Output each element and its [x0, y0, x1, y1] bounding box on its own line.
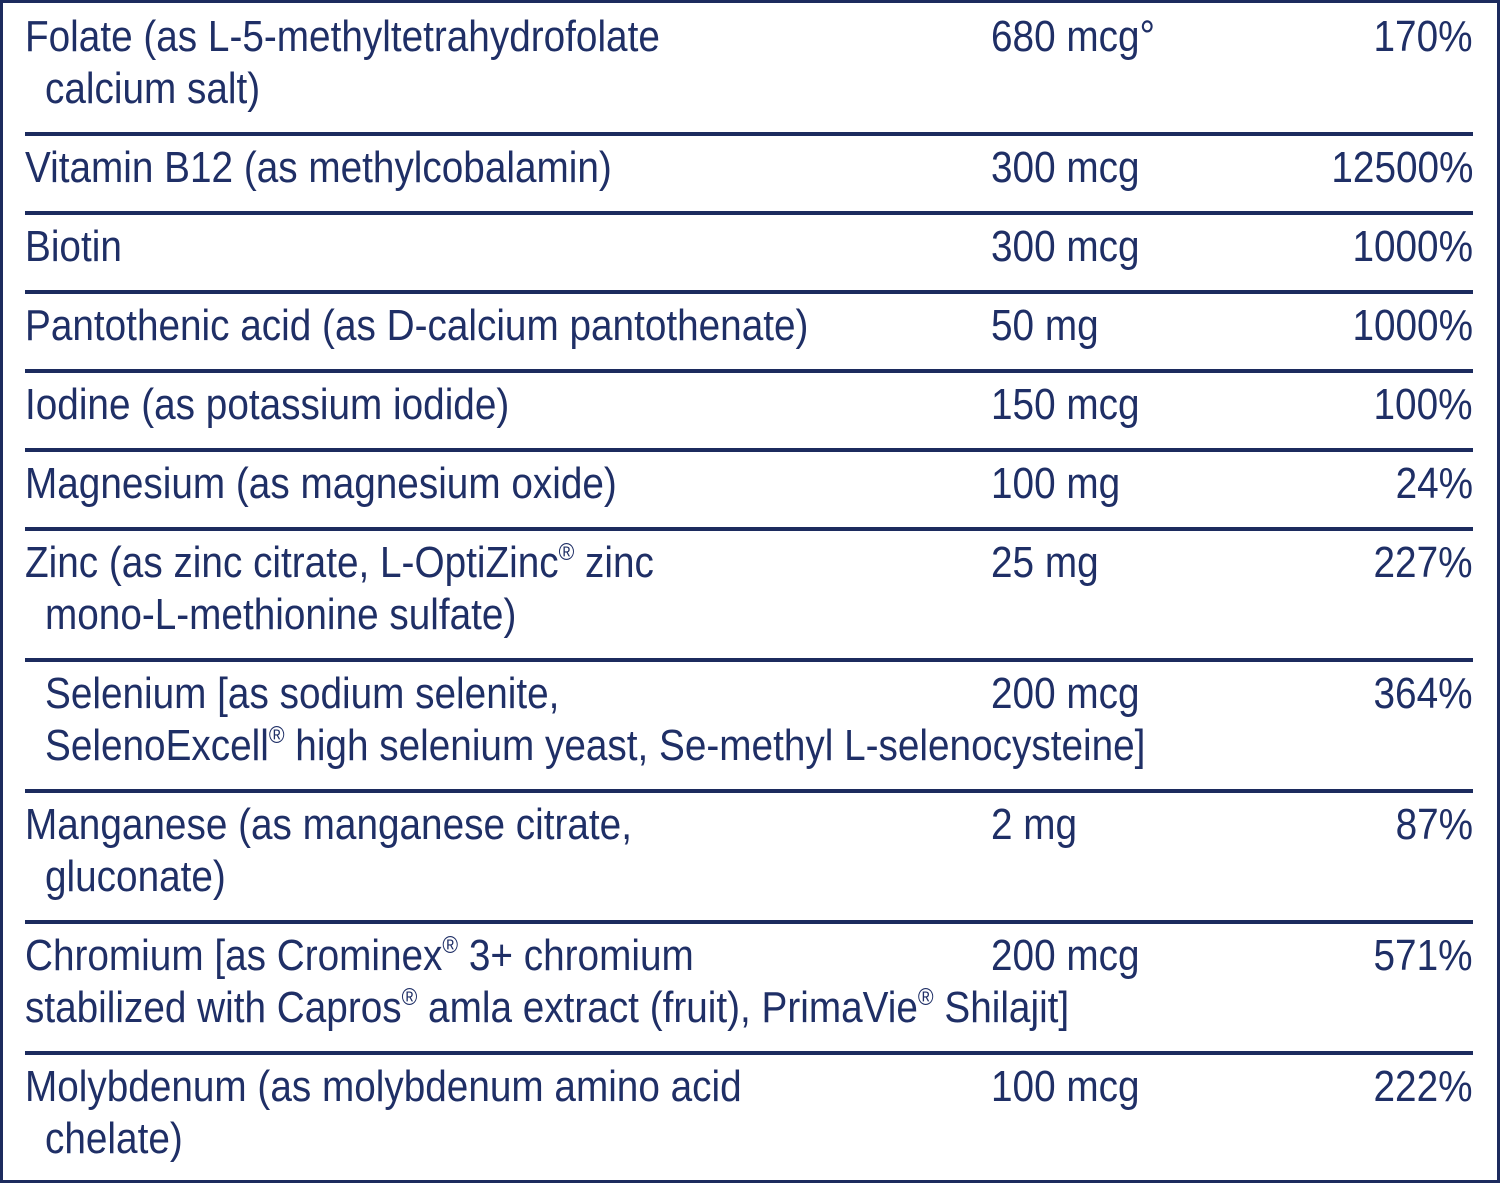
ingredient-name: chelate)	[45, 1114, 183, 1163]
daily-value: 170%	[1373, 12, 1473, 61]
table-row: Folate (as L-5-methyltetrahydrofolate cal…	[25, 3, 1473, 134]
daily-value: 364%	[1373, 669, 1473, 718]
amount: 50 mg	[991, 301, 1099, 350]
table-row: Biotin 300 mcg 1000%	[25, 213, 1473, 292]
amount: 300 mcg	[991, 143, 1140, 192]
daily-value: 1000%	[1352, 222, 1473, 271]
amount: 100 mg	[991, 459, 1121, 508]
ingredient-name: SelenoExcell® high selenium yeast, Se-me…	[45, 721, 1146, 770]
row-separator	[25, 920, 1473, 924]
ingredient-name: Biotin	[25, 222, 122, 271]
daily-value: 87%	[1395, 800, 1473, 849]
row-separator	[25, 369, 1473, 373]
ingredient-name: Magnesium (as magnesium oxide)	[25, 459, 617, 508]
ingredient-name: Iodine (as potassium iodide)	[25, 380, 510, 429]
ingredient-name: Chromium [as Crominex® 3+ chromium	[25, 931, 694, 980]
table-row: Manganese (as manganese citrate, gluconat…	[25, 791, 1473, 922]
ingredient-name: Selenium [as sodium selenite,	[45, 669, 560, 718]
ingredient-name: stabilized with Capros® amla extract (fr…	[25, 983, 1070, 1032]
daily-value: 24%	[1395, 459, 1473, 508]
ingredient-name: Vitamin B12 (as methylcobalamin)	[25, 143, 612, 192]
ingredient-name: Manganese (as manganese citrate,	[25, 800, 632, 849]
row-separator	[25, 789, 1473, 793]
table-row: Chromium [as Crominex® 3+ chromium stabil…	[25, 922, 1473, 1053]
table-row: Pantothenic acid (as D-calcium pantothen…	[25, 292, 1473, 371]
ingredient-name: mono-L-methionine sulfate)	[45, 590, 517, 639]
table-row: Selenium [as sodium selenite, SelenoExcel…	[25, 660, 1473, 791]
row-separator	[25, 1051, 1473, 1055]
row-separator	[25, 290, 1473, 294]
daily-value: 571%	[1373, 931, 1473, 980]
amount: 150 mcg	[991, 380, 1140, 429]
table-row: Iodine (as potassium iodide) 150 mcg 100%	[25, 371, 1473, 450]
daily-value: 222%	[1373, 1062, 1473, 1111]
amount: 100 mcg	[991, 1062, 1140, 1111]
table-row: Zinc (as zinc citrate, L-OptiZinc® zinc m…	[25, 529, 1473, 660]
table-row: Magnesium (as magnesium oxide) 100 mg 24%	[25, 450, 1473, 529]
amount: 680 mcg°	[991, 12, 1155, 61]
row-separator	[25, 527, 1473, 531]
amount: 200 mcg	[991, 931, 1140, 980]
row-separator	[25, 448, 1473, 452]
ingredient-name: gluconate)	[45, 852, 226, 901]
amount: 300 mcg	[991, 222, 1140, 271]
ingredient-name: Zinc (as zinc citrate, L-OptiZinc® zinc	[25, 538, 654, 587]
amount: 25 mg	[991, 538, 1099, 587]
daily-value: 1000%	[1352, 301, 1473, 350]
table-row: Molybdenum (as molybdenum amino acid chel…	[25, 1053, 1473, 1184]
ingredient-name: Folate (as L-5-methyltetrahydrofolate	[25, 12, 660, 61]
daily-value: 12500%	[1330, 143, 1473, 192]
row-separator	[25, 132, 1473, 136]
amount: 2 mg	[991, 800, 1078, 849]
ingredient-name: calcium salt)	[45, 64, 261, 113]
amount: 200 mcg	[991, 669, 1140, 718]
daily-value: 100%	[1373, 380, 1473, 429]
ingredient-name: Pantothenic acid (as D-calcium pantothen…	[25, 301, 809, 350]
row-separator	[25, 658, 1473, 662]
ingredient-name: Molybdenum (as molybdenum amino acid	[25, 1062, 742, 1111]
row-separator	[25, 211, 1473, 215]
table-row: Vitamin B12 (as methylcobalamin) 300 mcg 1…	[25, 134, 1473, 213]
daily-value: 227%	[1373, 538, 1473, 587]
